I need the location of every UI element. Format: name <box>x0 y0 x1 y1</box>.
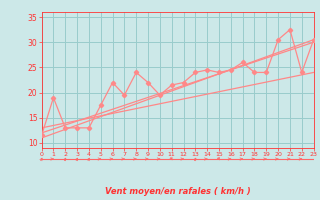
Text: Vent moyen/en rafales ( km/h ): Vent moyen/en rafales ( km/h ) <box>105 187 251 196</box>
